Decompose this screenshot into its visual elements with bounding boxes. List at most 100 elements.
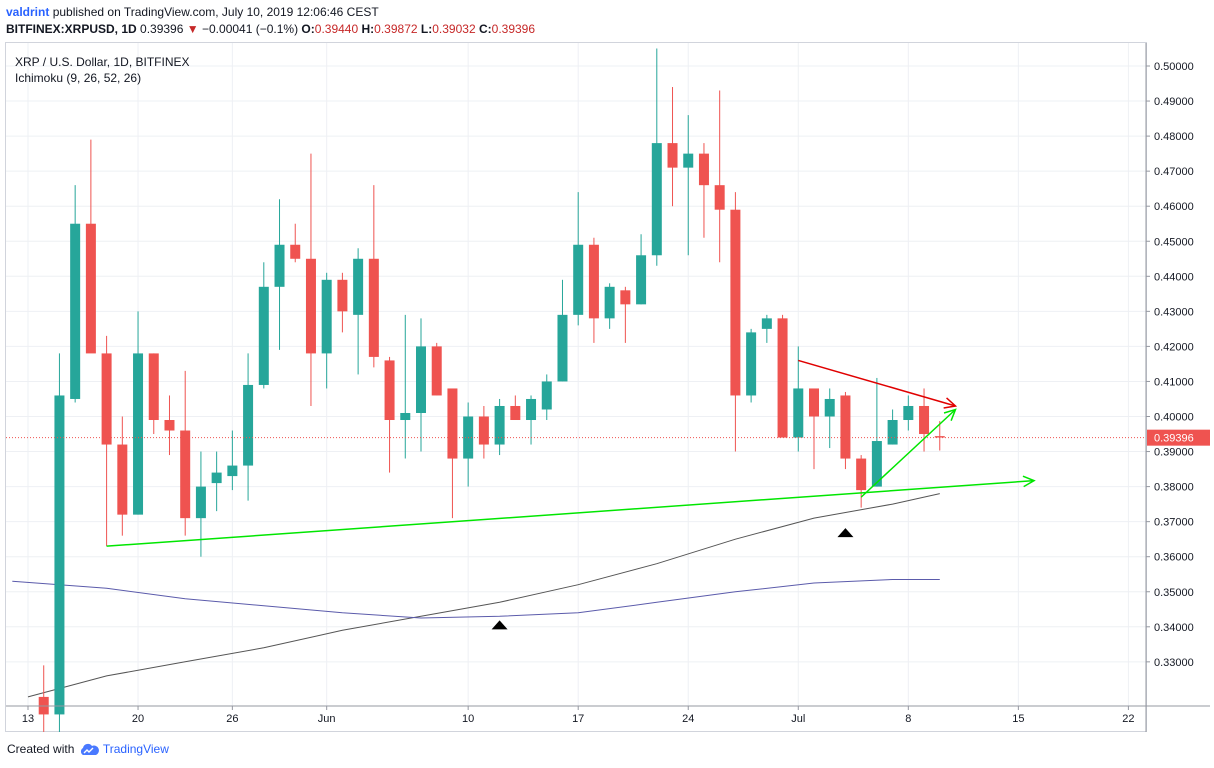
candle-body (809, 388, 819, 417)
ma-grey-line (27, 493, 940, 698)
y-tick-label: 0.33000 (1154, 657, 1194, 669)
candle (620, 286, 631, 343)
trendline-arrowhead (1022, 475, 1036, 488)
candle-body (541, 381, 552, 410)
ma-blue-line (12, 579, 940, 619)
candle (651, 48, 662, 266)
y-tick-label: 0.49000 (1154, 96, 1194, 108)
triangle-marker (491, 620, 508, 630)
candle (274, 199, 285, 350)
publish-line: valdrint published on TradingView.com, J… (6, 5, 379, 19)
y-tick-label: 0.43000 (1154, 306, 1194, 318)
candle-body (164, 420, 175, 431)
candle (588, 237, 599, 343)
candle (290, 223, 301, 263)
candle (368, 185, 379, 368)
publish-info: published on TradingView.com, July 10, 2… (52, 5, 379, 19)
candle-body (730, 209, 741, 396)
candle (510, 395, 521, 421)
candle (557, 279, 568, 382)
candle-body (903, 405, 914, 421)
x-tick-label: 26 (226, 713, 238, 725)
candle-body (180, 430, 191, 519)
last-price-badge (1147, 429, 1210, 446)
author-link[interactable]: valdrint (6, 5, 50, 19)
candle-body (919, 405, 930, 435)
x-tick-label: 10 (462, 713, 474, 725)
indicator-label[interactable]: Ichimoku (9, 26, 52, 26) (15, 71, 142, 85)
candle (683, 115, 694, 256)
candle-body (777, 318, 788, 438)
candle (871, 377, 882, 487)
low-value: 0.39032 (432, 22, 476, 36)
open-value: 0.39440 (314, 22, 359, 36)
candle-body (746, 332, 757, 396)
candle (887, 409, 898, 445)
close-value: 0.39396 (491, 22, 536, 36)
last-value: 0.39396 (140, 22, 184, 36)
trendline-arrowhead (943, 408, 957, 421)
down-arrow-icon: ▼ (186, 22, 199, 36)
candle-body (478, 416, 489, 445)
candle-body (133, 353, 144, 515)
candle-body (400, 412, 411, 421)
triangle-marker (837, 528, 854, 538)
trendline-support (106, 479, 1035, 547)
candle (573, 192, 584, 326)
pane-legend: XRP / U.S. Dollar, 1D, BITFINEX Ichimoku… (15, 54, 190, 86)
candle-body (195, 486, 206, 519)
candle-body (510, 405, 521, 421)
y-tick-label: 0.46000 (1154, 201, 1194, 213)
candle-body (871, 441, 882, 487)
last-price-label: 0.39396 (1154, 433, 1194, 445)
candle (604, 283, 615, 329)
y-tick-label: 0.47000 (1154, 166, 1194, 178)
candle-body (243, 384, 254, 466)
trendlines: 0.39396 (6, 359, 1210, 630)
ohlc-line: BITFINEX:XRPUSD, 1D 0.39396 ▼ −0.00041 (… (6, 22, 535, 36)
candle-body (211, 472, 222, 484)
candle-body (117, 444, 128, 515)
candle (714, 90, 725, 263)
candle (541, 374, 552, 421)
y-tick-label: 0.39000 (1154, 447, 1194, 459)
candle (117, 416, 128, 536)
candle (258, 262, 269, 389)
candle-body (667, 143, 678, 168)
x-tick-label: Jul (791, 713, 805, 725)
candle (746, 328, 757, 403)
candle (38, 665, 49, 732)
candle-body (714, 185, 725, 210)
footer: Created with TradingView (7, 742, 169, 757)
candle (667, 87, 678, 207)
candle (761, 314, 772, 343)
y-tick-label: 0.38000 (1154, 482, 1194, 494)
candle (54, 353, 65, 732)
candle-body (54, 395, 65, 715)
low-label: L: (420, 22, 433, 36)
candle (133, 311, 144, 515)
candle (148, 353, 159, 435)
candle-body (258, 286, 269, 385)
candle-body (557, 314, 568, 382)
candle-body (887, 420, 898, 445)
candle (85, 139, 96, 354)
candle (101, 335, 112, 547)
axes: 0.50000 0.49000 0.48000 0.47000 0.46000 0.450… (6, 43, 1210, 732)
candle (321, 272, 332, 389)
y-tick-label: 0.50000 (1154, 61, 1194, 73)
tradingview-link[interactable]: TradingView (102, 742, 169, 756)
candle (353, 248, 364, 375)
y-tick-label: 0.40000 (1154, 412, 1194, 424)
x-tick-label: 8 (905, 713, 911, 725)
candle-body (85, 223, 96, 354)
candle (164, 395, 175, 456)
y-tick-label: 0.37000 (1154, 517, 1194, 529)
candle (730, 192, 741, 452)
candle-body (305, 258, 316, 354)
candle (431, 342, 442, 396)
candle-body (651, 143, 662, 256)
candle-body (337, 279, 348, 312)
candle (384, 356, 395, 473)
